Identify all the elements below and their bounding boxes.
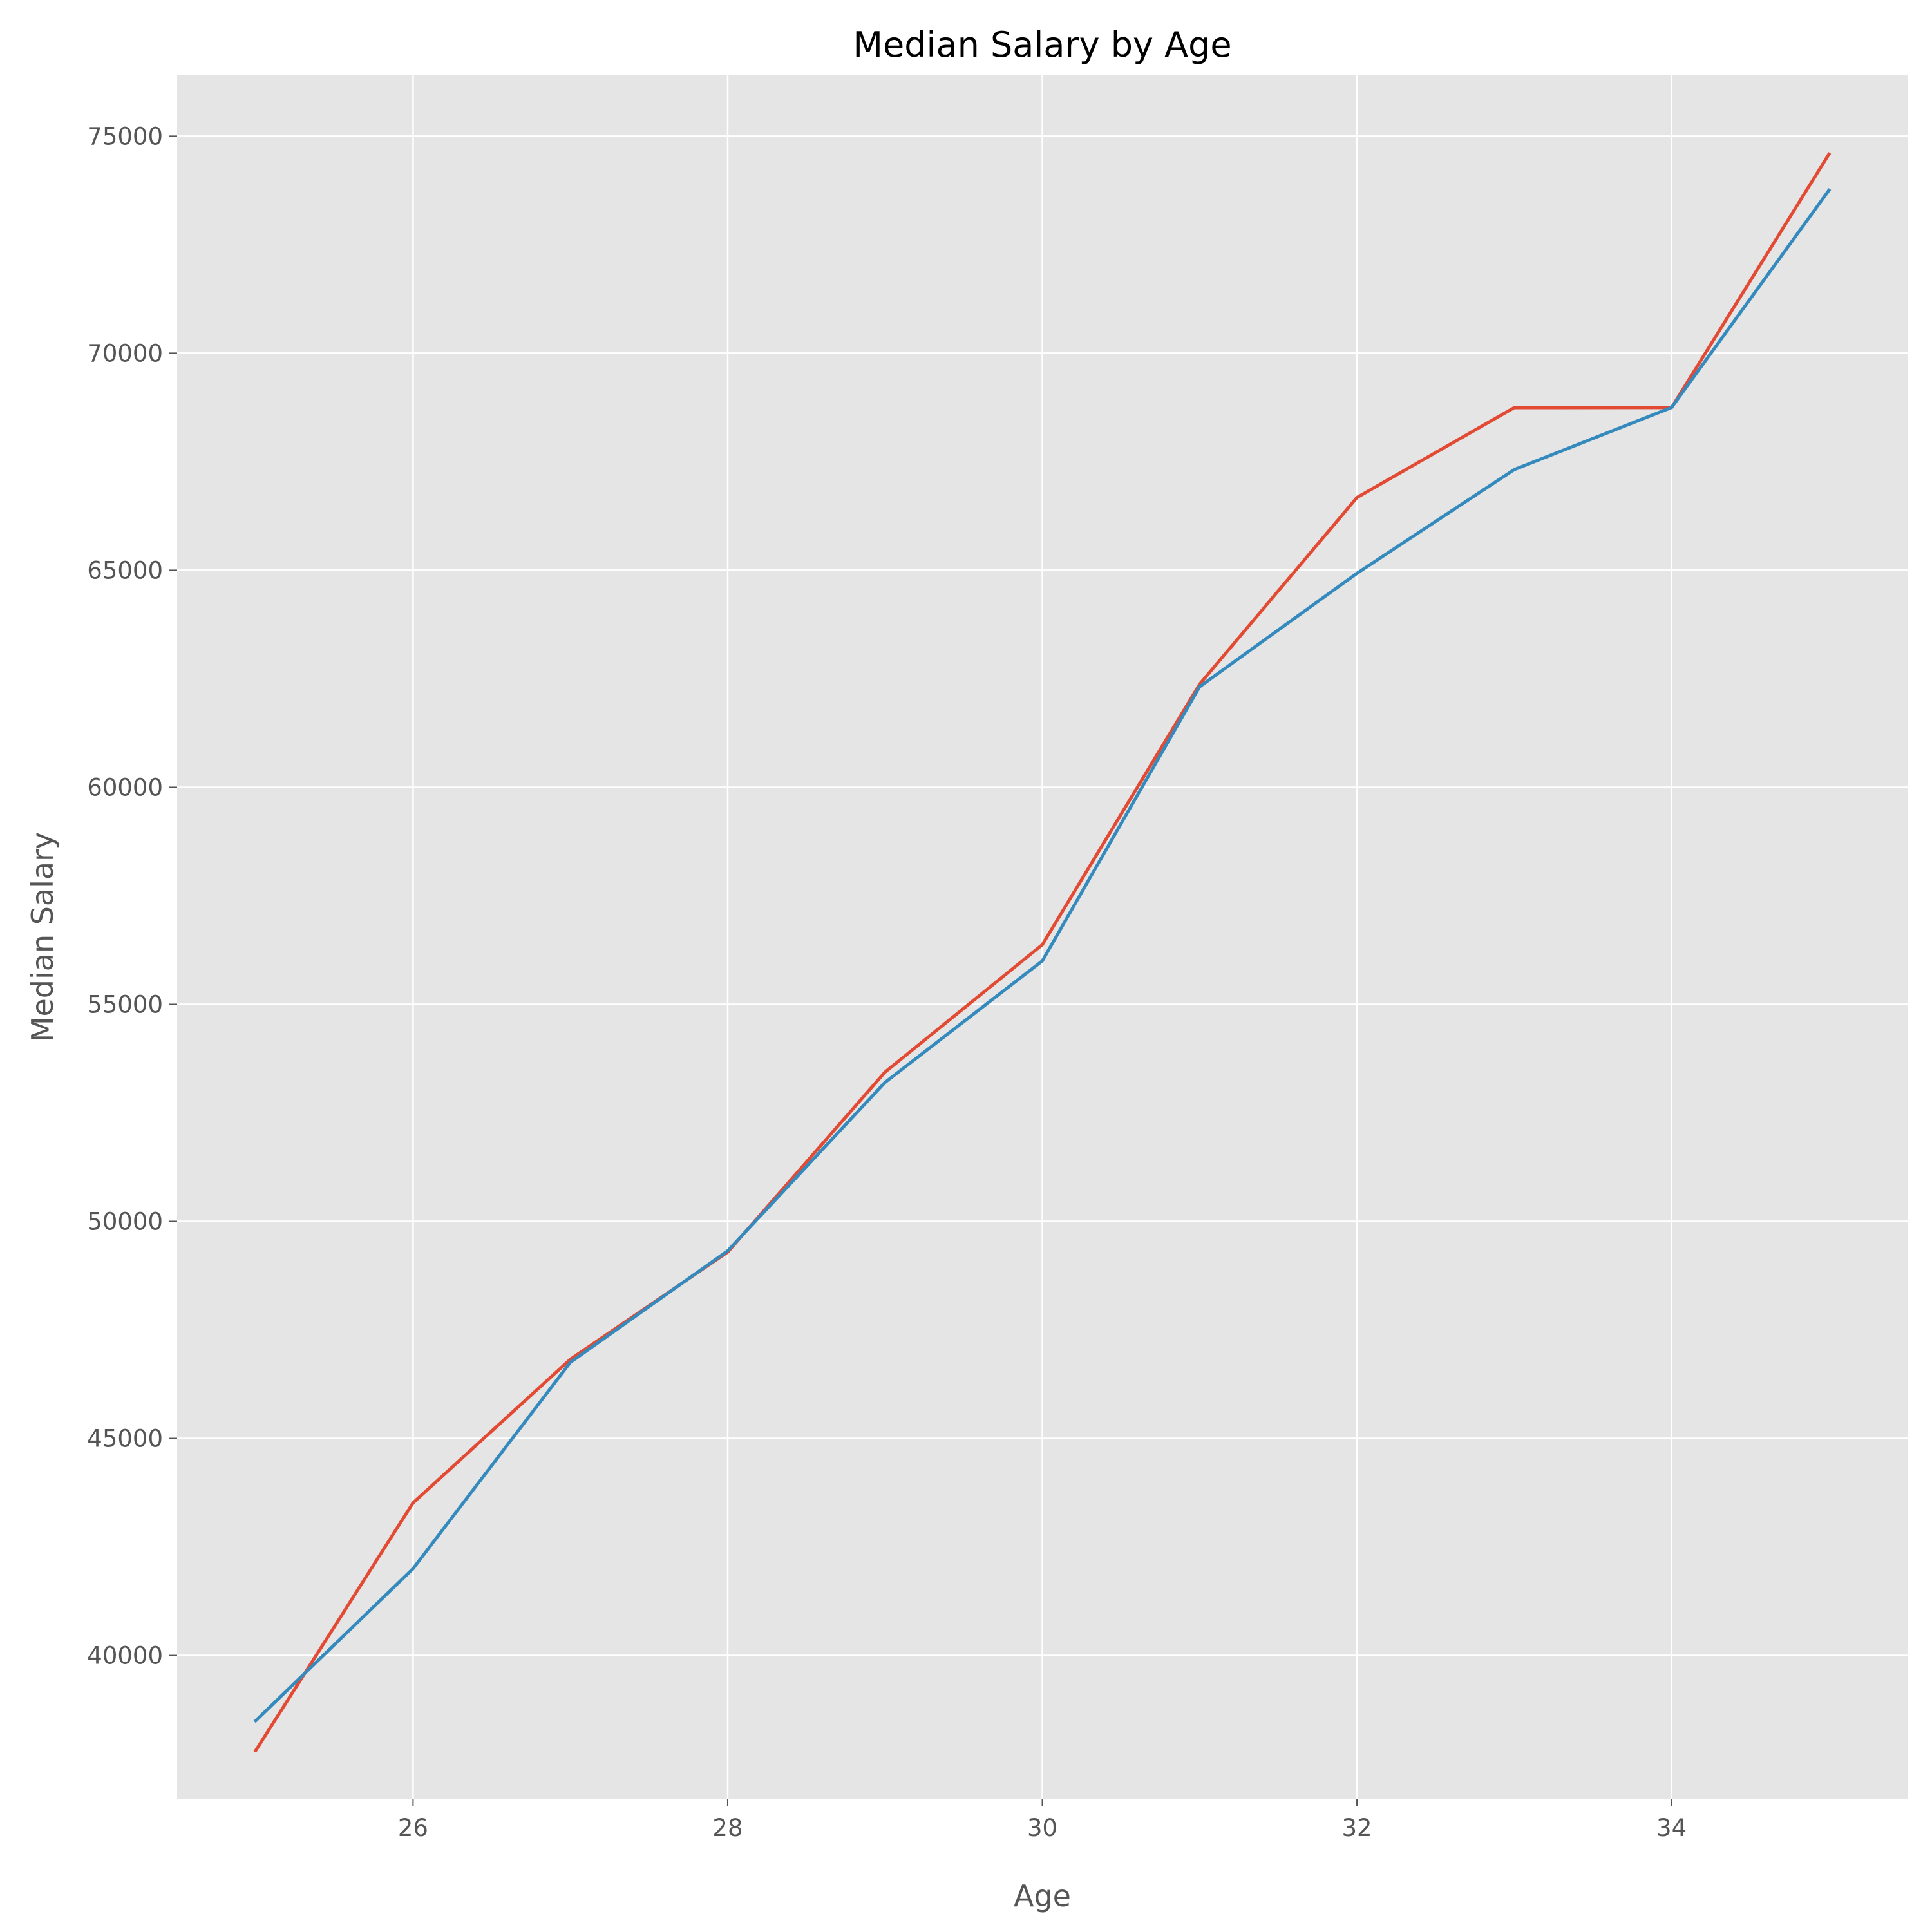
x-tick-label: 28: [712, 1814, 743, 1842]
x-tick-label: 26: [398, 1814, 428, 1842]
y-tick-label: 70000: [87, 339, 163, 367]
chart-title: Median Salary by Age: [853, 24, 1231, 65]
y-tick-label: 50000: [87, 1208, 163, 1236]
x-tick-label: 34: [1656, 1814, 1687, 1842]
x-tick-label: 32: [1341, 1814, 1372, 1842]
x-axis-ticks: 26 28 30 32 34: [398, 1799, 1687, 1842]
y-tick-label: 45000: [87, 1425, 163, 1453]
x-tick-label: 30: [1027, 1814, 1057, 1842]
y-tick-label: 55000: [87, 990, 163, 1018]
gridlines: [177, 75, 1908, 1799]
y-tick-label: 75000: [87, 122, 163, 150]
series-line-2: [253, 188, 1832, 1723]
y-tick-label: 40000: [87, 1642, 163, 1670]
y-axis-ticks: 40000 45000 50000 55000 60000 65000 70000 75000: [87, 122, 177, 1670]
y-axis-label: Median Salary: [25, 832, 60, 1042]
series-line-1: [253, 152, 1832, 1753]
y-tick-label: 65000: [87, 556, 163, 584]
y-tick-label: 60000: [87, 773, 163, 801]
series-lines: [253, 152, 1832, 1753]
x-axis-label: Age: [1014, 1879, 1071, 1913]
